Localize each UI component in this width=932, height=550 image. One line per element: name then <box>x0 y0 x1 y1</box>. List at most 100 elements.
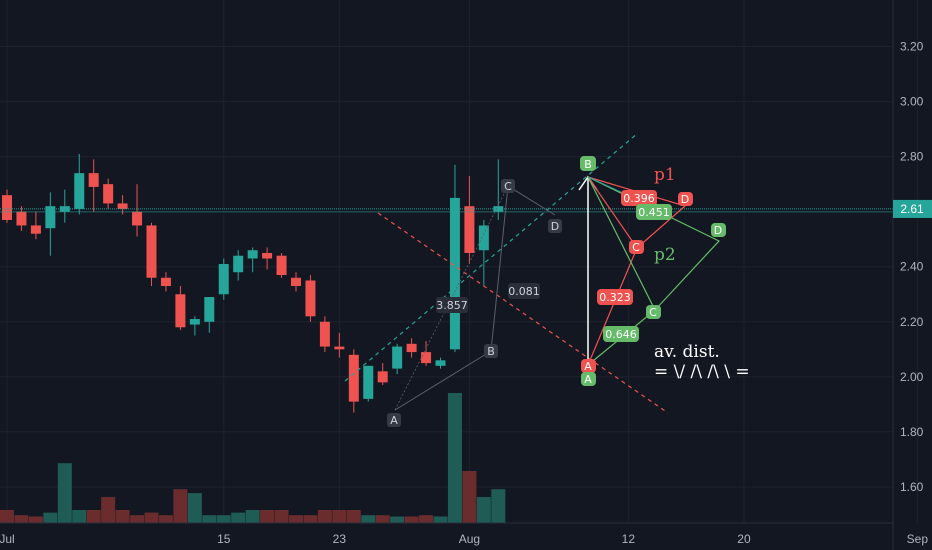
candle-body <box>218 263 229 295</box>
volume-bar <box>245 510 260 523</box>
svg-text:C: C <box>632 241 640 254</box>
y-tick-label: 2.80 <box>900 150 924 164</box>
label-0323: 0.323 <box>597 289 633 305</box>
volume-bar <box>419 515 434 523</box>
volume-bar <box>57 463 72 523</box>
x-tick-label: 15 <box>217 532 231 546</box>
volume-bar <box>158 515 173 523</box>
candle-body <box>233 255 244 273</box>
p1-label: p1 <box>654 165 676 185</box>
label-C-pattern: C <box>501 179 515 193</box>
volume-bars <box>0 393 506 523</box>
volume-bar <box>390 516 405 523</box>
volume-bar <box>28 516 43 523</box>
volume-bar <box>130 515 145 523</box>
y-tick-label: 2.40 <box>900 260 924 274</box>
svg-text:0.451: 0.451 <box>638 206 670 219</box>
candles <box>2 153 504 413</box>
candle-body <box>421 352 432 364</box>
volume-bar <box>14 515 29 523</box>
label-B-figure: B <box>580 156 596 171</box>
label-A-pattern: A <box>387 413 401 427</box>
volume-bar <box>375 515 390 523</box>
volume-bar <box>274 510 289 523</box>
svg-text:D: D <box>551 220 559 233</box>
svg-text:0.646: 0.646 <box>605 328 637 341</box>
candle-body <box>348 354 359 402</box>
candle-body <box>435 360 446 366</box>
volume-bar <box>317 510 332 523</box>
p2-label: p2 <box>654 245 676 265</box>
candle-body <box>334 346 345 350</box>
volume-bar <box>303 515 318 523</box>
y-tick-label: 2.20 <box>900 315 924 329</box>
candle-body <box>406 343 417 353</box>
candle-body <box>247 250 258 259</box>
label-0396: 0.396 <box>621 190 657 206</box>
candle-body <box>363 365 374 399</box>
x-tick-label: Jul <box>0 532 15 546</box>
svg-text:B: B <box>487 345 495 358</box>
volume-bar <box>433 516 448 523</box>
candle-body <box>175 294 186 328</box>
y-tick-label: 3.20 <box>900 40 924 54</box>
volume-bar <box>101 497 116 523</box>
candle-body <box>377 371 388 383</box>
down-trend-line <box>377 212 669 414</box>
candle-body <box>262 252 273 259</box>
svg-text:C: C <box>504 180 512 193</box>
x-axis[interactable]: Jul1523Aug1220Sep16 <box>0 522 932 546</box>
label-D-figure-red: D <box>678 192 693 206</box>
svg-text:A: A <box>584 360 592 373</box>
label-A-figure-green: A <box>581 372 596 386</box>
svg-text:0.323: 0.323 <box>599 291 631 304</box>
svg-text:A: A <box>390 414 398 427</box>
volume-bar <box>216 515 231 523</box>
candle-body <box>74 173 85 209</box>
candle-body <box>117 203 128 209</box>
label-D-figure-green: D <box>711 223 726 237</box>
volume-bar <box>462 471 477 523</box>
volume-bar <box>187 493 202 523</box>
label-B-pattern: B <box>484 344 498 358</box>
volume-bar <box>173 489 188 523</box>
volume-bar <box>260 510 275 523</box>
svg-text:C: C <box>649 306 657 319</box>
candle-body <box>392 346 403 369</box>
label-ratio-ab: 3.857 <box>436 297 468 313</box>
volume-bar <box>86 510 101 523</box>
candle-body <box>103 184 114 204</box>
volume-bar <box>289 515 303 523</box>
svg-text:3.857: 3.857 <box>436 299 468 312</box>
volume-bar <box>115 510 130 523</box>
candle-body <box>88 173 99 187</box>
x-tick-label: 12 <box>622 532 636 546</box>
svg-text:0.396: 0.396 <box>623 192 655 205</box>
candle-body <box>464 206 475 253</box>
volume-bar <box>144 512 159 523</box>
candle-body <box>30 225 41 234</box>
y-tick-label: 1.60 <box>900 480 924 494</box>
volume-bar <box>43 512 58 523</box>
volume-bar <box>346 510 361 523</box>
volume-bar <box>231 512 246 523</box>
volume-bar <box>404 516 419 523</box>
candle-body <box>449 197 460 350</box>
candle-body <box>276 255 287 275</box>
pattern-abcd-line <box>394 185 556 411</box>
x-tick-label: 20 <box>737 532 751 546</box>
label-A-figure-red: A <box>581 359 596 373</box>
y-tick-label: 3.00 <box>900 95 924 109</box>
candle-body <box>2 195 12 220</box>
volume-bar <box>491 489 506 523</box>
volume-bar <box>72 510 87 523</box>
svg-text:D: D <box>681 193 689 206</box>
volume-bar <box>361 515 376 523</box>
volume-bar <box>332 510 347 523</box>
candle-body <box>291 277 301 287</box>
candle-body <box>478 225 489 251</box>
label-0451: 0.451 <box>636 204 672 220</box>
y-axis[interactable]: 1.601.802.002.202.402.602.803.003.20 <box>892 0 924 550</box>
grid <box>0 0 918 523</box>
